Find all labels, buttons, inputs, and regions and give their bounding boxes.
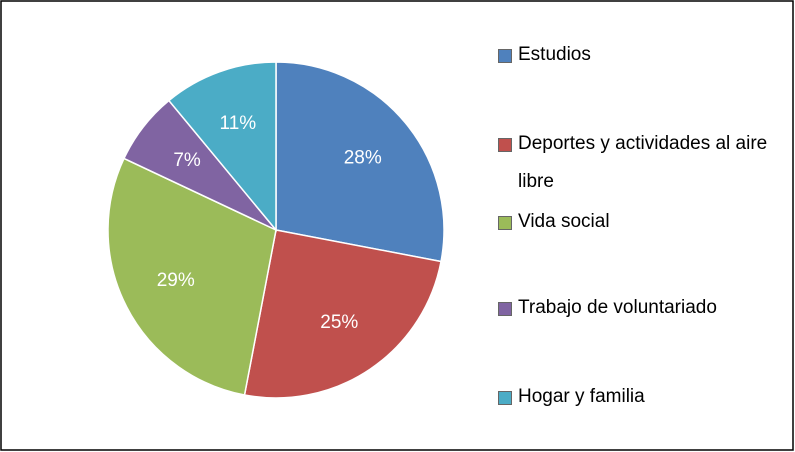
legend-swatch [498, 302, 512, 316]
legend-item: Deportes y actividades al aire libre [498, 125, 788, 201]
legend-swatch [498, 216, 512, 230]
slice-label: 7% [173, 150, 201, 171]
legend-swatch [498, 49, 512, 63]
legend-label: Trabajo de voluntariado [518, 297, 717, 318]
legend-label: Deportes y actividades al aire libre [518, 133, 768, 192]
legend-item: Estudios [498, 36, 788, 74]
legend-label: Estudios [518, 44, 591, 65]
legend-item: Hogar y familia [498, 378, 788, 416]
legend-swatch [498, 138, 512, 152]
pie-slice [275, 61, 445, 263]
slice-label: 11% [220, 113, 257, 134]
slice-label: 29% [157, 270, 195, 291]
legend-swatch [498, 391, 512, 405]
pie-slice [167, 61, 277, 233]
legend-item: Trabajo de voluntariado [498, 289, 788, 327]
legend-label: Hogar y familia [518, 386, 645, 407]
pie-slice [243, 229, 442, 399]
slice-label: 25% [320, 312, 358, 333]
slice-label: 28% [344, 147, 382, 168]
legend-item: Vida social [498, 203, 788, 241]
legend-label: Vida social [518, 211, 610, 232]
pie-slice [107, 157, 277, 396]
